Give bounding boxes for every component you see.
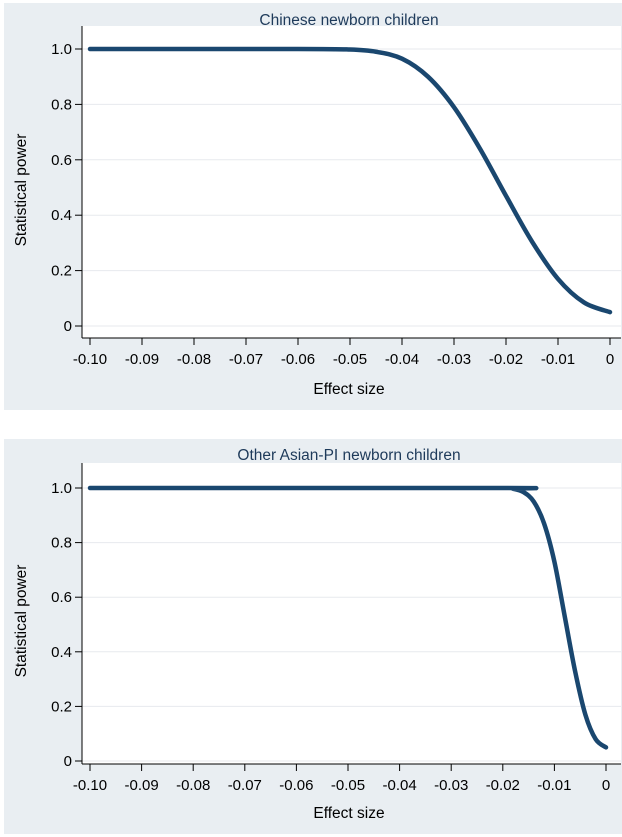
x-tick-label: -0.06 — [281, 351, 315, 368]
x-tick-label: -0.04 — [382, 777, 416, 794]
x-tick-label: -0.10 — [73, 777, 107, 794]
y-axis-label: Statistical power — [13, 565, 30, 678]
chart-panel-other-asian-pi: Other Asian-PI newborn children 0 0.2 0.4 0.… — [4, 439, 622, 834]
y-axis-label: Statistical power — [13, 134, 30, 247]
x-tick-label: -0.05 — [331, 777, 365, 794]
y-tick-label: 0.4 — [51, 207, 72, 224]
x-tick-label: -0.03 — [437, 351, 471, 368]
power-curve-line — [87, 485, 609, 750]
chart-panel-chinese: Chinese newborn children 0 0.2 0.4 0.6 0.8 1.0… — [4, 3, 622, 410]
y-tick-label: 0.6 — [51, 589, 72, 606]
plot-area — [82, 463, 621, 764]
chart-title: Chinese newborn children — [259, 12, 438, 29]
x-tick-label: -0.03 — [434, 777, 468, 794]
x-tick-label: -0.01 — [541, 351, 575, 368]
y-tick-label: 0.2 — [51, 263, 72, 280]
chart-title: Other Asian-PI newborn children — [237, 447, 460, 464]
x-axis-label: Effect size — [313, 381, 384, 398]
y-tick-label: 1.0 — [51, 480, 72, 497]
x-tick-label: -0.08 — [176, 777, 210, 794]
x-tick-label: -0.09 — [124, 777, 158, 794]
chart-chinese: Chinese newborn children 0 0.2 0.4 0.6 0.8 1.0… — [13, 12, 621, 398]
x-tick-label: -0.02 — [486, 777, 520, 794]
y-tick-label: 0.8 — [51, 535, 72, 552]
y-tick-label: 0 — [64, 753, 72, 770]
y-tick-label: 0.2 — [51, 698, 72, 715]
power-curve-line — [87, 46, 613, 315]
y-tick-label: 0.4 — [51, 644, 72, 661]
x-tick-label: -0.07 — [229, 351, 263, 368]
x-tick-label: -0.08 — [177, 351, 211, 368]
x-tick-label: -0.01 — [537, 777, 571, 794]
y-tick-label: 0 — [64, 318, 72, 335]
plot-area — [82, 26, 621, 338]
x-tick-label: -0.04 — [385, 351, 419, 368]
chart-other-asian-pi: Other Asian-PI newborn children 0 0.2 0.4 0.… — [13, 447, 621, 822]
x-tick-label: -0.09 — [125, 351, 159, 368]
x-tick-label: -0.06 — [279, 777, 313, 794]
y-tick-label: 0.6 — [51, 152, 72, 169]
x-tick-label: -0.07 — [228, 777, 262, 794]
y-tick-label: 0.8 — [51, 96, 72, 113]
x-tick-label: 0 — [606, 351, 614, 368]
x-axis-label: Effect size — [313, 805, 384, 822]
y-tick-label: 1.0 — [51, 41, 72, 58]
x-tick-label: -0.02 — [489, 351, 523, 368]
x-tick-label: -0.05 — [333, 351, 367, 368]
x-tick-label: 0 — [602, 777, 610, 794]
x-tick-label: -0.10 — [73, 351, 107, 368]
